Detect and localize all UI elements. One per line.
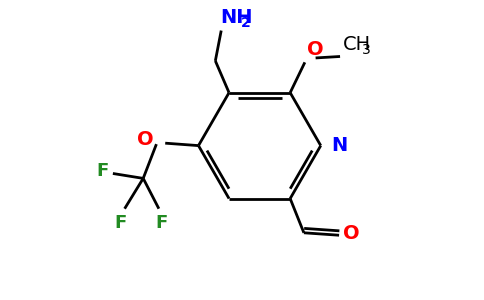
Text: 3: 3: [362, 44, 371, 58]
Text: F: F: [115, 214, 127, 232]
Text: F: F: [97, 162, 109, 180]
Text: O: O: [343, 224, 359, 243]
Text: CH: CH: [343, 34, 371, 53]
Text: N: N: [332, 136, 348, 155]
Text: F: F: [155, 214, 167, 232]
Text: NH: NH: [220, 8, 253, 27]
Text: O: O: [137, 130, 153, 149]
Text: 2: 2: [241, 16, 251, 30]
Text: O: O: [307, 40, 324, 59]
